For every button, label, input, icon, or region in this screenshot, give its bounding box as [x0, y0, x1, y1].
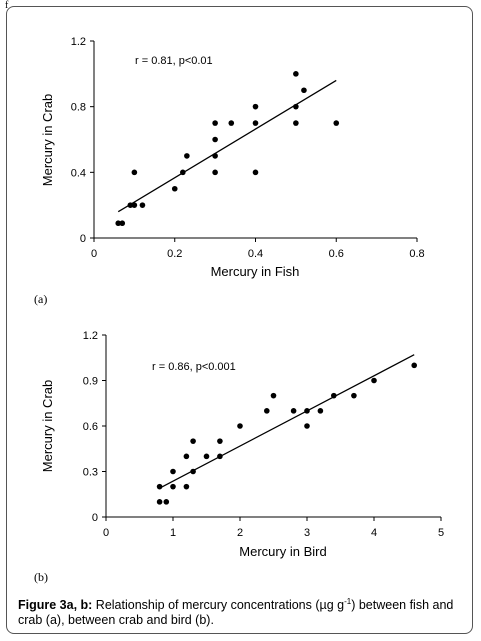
chart-b-correlation-annotation: r = 0.86, p<0.001: [152, 361, 236, 373]
caption-bold: Figure 3a, b:: [18, 598, 93, 613]
chart-b-y-tick-label: 0.6: [83, 421, 98, 433]
chart-b-data-point: [331, 392, 337, 399]
chart-a-x-tick-label: 0.6: [329, 248, 344, 260]
chart-a-data-point: [131, 202, 138, 208]
chart-a-x-tick-label: 0.2: [167, 248, 182, 260]
chart-b-data-point: [290, 408, 297, 414]
chart-b-x-tick-label: 1: [170, 527, 176, 539]
chart-b-data-point: [183, 483, 190, 490]
chart-b-data-point: [190, 438, 196, 444]
chart-b-x-tick-label: 5: [438, 527, 444, 539]
corner-mark: f: [5, 0, 9, 11]
chart-a-data-point: [212, 169, 218, 176]
chart-b-data-point: [304, 423, 310, 429]
figure-caption: Figure 3a, b: Relationship of mercury co…: [18, 594, 466, 628]
chart-a-data-point: [115, 220, 122, 227]
chart-b-y-tick-label: 0.3: [83, 467, 98, 479]
chart-b-data-point: [163, 499, 170, 505]
chart-a-data-point: [212, 136, 218, 143]
chart-a-y-tick-label: 0: [80, 233, 86, 245]
chart-b-x-tick-label: 3: [304, 527, 310, 539]
chart-a-data-point: [180, 169, 186, 176]
chart-b-data-point: [217, 438, 223, 444]
chart-a-x-axis-label: Mercury in Fish: [211, 264, 300, 279]
chart-a-data-point: [333, 120, 340, 126]
chart-b-data-point: [411, 362, 418, 369]
chart-a-data-point: [131, 169, 138, 176]
chart-a-x-tick-label: 0: [91, 248, 97, 260]
chart-a-data-point: [252, 169, 259, 176]
panel-label-b: (b): [34, 570, 48, 584]
chart-b-y-tick-label: 0: [92, 512, 98, 524]
chart-a-x-tick-label: 0.8: [409, 248, 424, 260]
chart-a-data-point: [139, 202, 146, 208]
chart-a-data-point: [293, 120, 299, 126]
chart-b-data-point: [270, 392, 277, 399]
chart-a-trendline: [117, 79, 337, 213]
chart-b-data-point: [170, 468, 176, 475]
panel-label-a: (a): [34, 292, 48, 306]
chart-a-data-point: [127, 202, 134, 208]
chart-a-data-point: [252, 120, 259, 126]
chart-a-data-point: [119, 220, 126, 227]
chart-b-y-tick-label: 1.2: [83, 330, 98, 342]
chart-b-data-point: [156, 483, 163, 490]
chart-a-y-tick-label: 0.4: [71, 167, 86, 179]
chart-a-data-point: [171, 185, 178, 192]
chart-b-data-point: [183, 453, 190, 460]
chart-b-data-point: [156, 499, 163, 505]
chart-b-data-point: [371, 377, 377, 384]
chart-b-data-point: [217, 453, 223, 460]
chart-b-data-point: [304, 408, 310, 414]
chart-a-x-tick-label: 0.4: [248, 248, 263, 260]
chart-a-data-point: [212, 153, 218, 159]
chart-b-y-axis-label: Mercury in Crab: [40, 380, 55, 472]
chart-a-data-point: [252, 103, 259, 110]
chart-b-data-point: [190, 468, 196, 475]
chart-a-data-point: [293, 103, 299, 110]
chart-b-x-axis-label: Mercury in Bird: [239, 544, 326, 559]
chart-b-y-tick-label: 0.9: [83, 376, 98, 388]
chart-b-trendline: [159, 354, 415, 489]
chart-a-data-point: [184, 153, 190, 159]
caption-text-2: ) between fish and crab (a), between cra…: [18, 598, 454, 628]
chart-a-data-point: [301, 87, 307, 94]
caption-text-1: Relationship of mercury concentrations (…: [92, 598, 345, 613]
chart-b-data-point: [170, 483, 176, 490]
chart-a-data-point: [228, 120, 235, 126]
chart-a-data-point: [293, 71, 299, 77]
chart-b-data-point: [317, 408, 324, 414]
chart-b-x-tick-label: 2: [237, 527, 243, 539]
chart-a-y-tick-label: 0.8: [71, 102, 86, 114]
chart-b-data-point: [237, 423, 243, 429]
chart-a-correlation-annotation: r = 0.81, p<0.01: [135, 55, 213, 67]
figure-frame: [6, 6, 473, 634]
chart-a-y-axis-label: Mercury in Crab: [40, 94, 55, 186]
chart-b-x-tick-label: 0: [103, 527, 109, 539]
chart-a-data-point: [212, 120, 218, 126]
chart-a-y-tick-label: 1.2: [71, 36, 86, 48]
chart-b-data-point: [264, 408, 270, 414]
chart-b-x-tick-label: 4: [371, 527, 377, 539]
chart-b-data-point: [203, 453, 210, 460]
chart-b-data-point: [351, 392, 357, 399]
caption-sup: -1: [344, 597, 352, 606]
